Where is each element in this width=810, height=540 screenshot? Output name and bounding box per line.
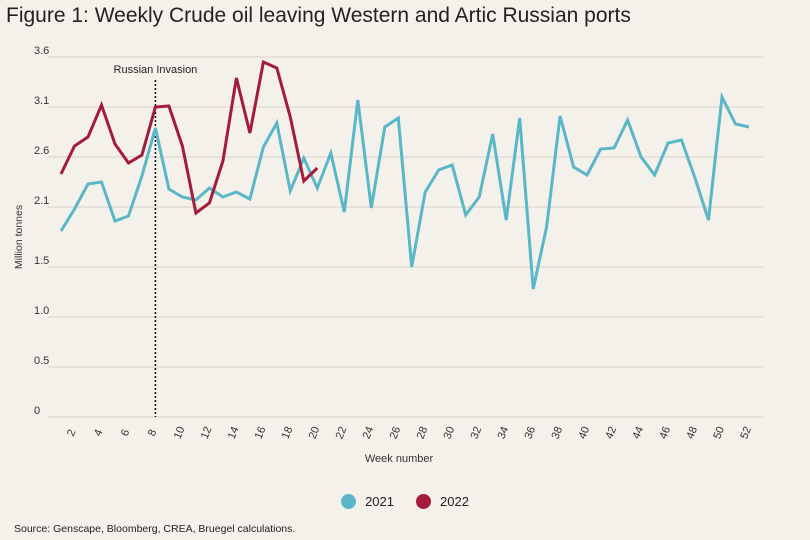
y-tick-label: 3.6	[34, 45, 49, 57]
x-tick-label: 42	[603, 425, 619, 441]
x-tick-label: 14	[226, 425, 242, 441]
series-line-2022	[59, 59, 319, 216]
x-tick-label: 24	[361, 425, 377, 441]
x-tick-label: 52	[738, 425, 754, 441]
y-tick-label: 1.5	[34, 255, 49, 267]
x-tick-label: 28	[415, 425, 431, 441]
x-tick-label: 26	[388, 425, 404, 441]
y-tick-label: 2.1	[34, 195, 49, 207]
x-tick-label: 32	[469, 425, 485, 441]
y-tick-label: 2.6	[34, 145, 49, 157]
legend-item-2022[interactable]: 2022	[416, 494, 469, 509]
x-tick-label: 2	[65, 428, 78, 438]
x-tick-label: 22	[334, 425, 350, 441]
x-tick-label: 34	[496, 425, 512, 441]
x-tick-label: 40	[576, 425, 592, 441]
x-tick-label: 8	[146, 428, 159, 438]
legend-swatch-2022	[416, 494, 431, 509]
legend-item-2021[interactable]: 2021	[341, 494, 394, 509]
x-tick-label: 6	[119, 428, 132, 438]
x-tick-label: 44	[630, 425, 646, 441]
series-line-2021	[59, 91, 750, 290]
y-axis-title: Million tonnes	[13, 205, 25, 269]
x-tick-label: 30	[442, 425, 458, 441]
legend-label-2021: 2021	[365, 494, 394, 509]
y-tick-label: 0	[34, 405, 40, 417]
x-tick-label: 20	[307, 425, 323, 441]
legend-label-2022: 2022	[440, 494, 469, 509]
y-tick-label: 3.1	[34, 95, 49, 107]
chart-title: Figure 1: Weekly Crude oil leaving Weste…	[6, 4, 631, 27]
x-tick-label: 12	[199, 425, 215, 441]
x-tick-label: 10	[172, 425, 188, 441]
source-note: Source: Genscape, Bloomberg, CREA, Brueg…	[14, 523, 296, 535]
x-tick-label: 50	[711, 425, 727, 441]
legend-swatch-2021	[341, 494, 357, 509]
x-tick-label: 48	[684, 425, 700, 441]
invasion-annotation: Russian Invasion	[114, 64, 198, 76]
x-tick-label: 36	[523, 425, 539, 441]
x-axis-title: Week number	[365, 453, 434, 465]
x-tick-label: 16	[253, 425, 269, 441]
legend: 2021 2022	[0, 494, 810, 509]
x-tick-label: 4	[92, 428, 105, 438]
y-tick-label: 1.0	[34, 305, 49, 317]
x-tick-label: 46	[657, 425, 673, 441]
x-tick-label: 38	[549, 425, 565, 441]
y-tick-label: 0.5	[34, 355, 49, 367]
x-tick-label: 18	[280, 425, 296, 441]
